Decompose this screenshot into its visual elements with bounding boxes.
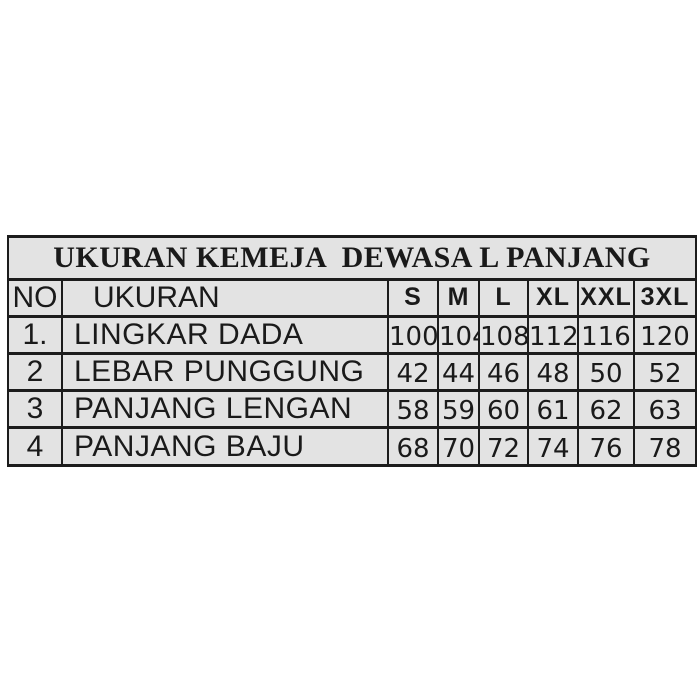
size-value: 74 [527,426,579,467]
size-value: 78 [633,426,697,467]
size-value: 44 [437,352,480,392]
table-row: 3 PANJANG LENGAN 58 59 60 61 62 63 [7,389,697,429]
row-number-cell: 1. [7,315,63,355]
measurement-label: PANJANG LENGAN [61,389,389,429]
table-row: 4 PANJANG BAJU 68 70 72 74 76 78 [7,426,697,467]
size-value: 68 [387,426,439,467]
size-value: 52 [633,352,697,392]
size-value: 70 [437,426,480,467]
table-row: 1. LINGKAR DADA 100 104 108 112 116 120 [7,315,697,355]
size-value: 61 [527,389,579,429]
size-value: 116 [577,315,635,355]
size-value: 59 [437,389,480,429]
column-header-m: M [437,278,480,318]
size-value: 58 [387,389,439,429]
size-value: 112 [527,315,579,355]
size-value: 100 [387,315,439,355]
row-number-cell: 3 [7,389,63,429]
size-value: 72 [478,426,529,467]
column-header-no: NO [7,278,63,318]
size-value: 120 [633,315,697,355]
column-header-xl: XL [527,278,579,318]
size-value: 46 [478,352,529,392]
size-value: 62 [577,389,635,429]
column-header-l: L [478,278,529,318]
measurement-label: LINGKAR DADA [61,315,389,355]
size-value: 76 [577,426,635,467]
size-value: 60 [478,389,529,429]
column-header-ukuran: UKURAN [61,278,389,318]
table-title: UKURAN KEMEJA DEWASA L PANJANG [7,235,697,281]
column-header-xxl: XXL [577,278,635,318]
table-row: 2 LEBAR PUNGGUNG 42 44 46 48 50 52 [7,352,697,392]
size-value: 42 [387,352,439,392]
size-value: 108 [478,315,529,355]
size-value: 63 [633,389,697,429]
row-number-cell: 4 [7,426,63,467]
measurement-label: PANJANG BAJU [61,426,389,467]
size-chart-table: UKURAN KEMEJA DEWASA L PANJANG NO UKURAN… [7,235,697,467]
measurement-label: LEBAR PUNGGUNG [61,352,389,392]
size-value: 104 [437,315,480,355]
column-header-s: S [387,278,439,318]
column-header-3xl: 3XL [633,278,697,318]
size-value: 50 [577,352,635,392]
row-number-cell: 2 [7,352,63,392]
title-row: UKURAN KEMEJA DEWASA L PANJANG [7,235,697,281]
header-row: NO UKURAN S M L XL XXL 3XL [7,278,697,318]
size-value: 48 [527,352,579,392]
